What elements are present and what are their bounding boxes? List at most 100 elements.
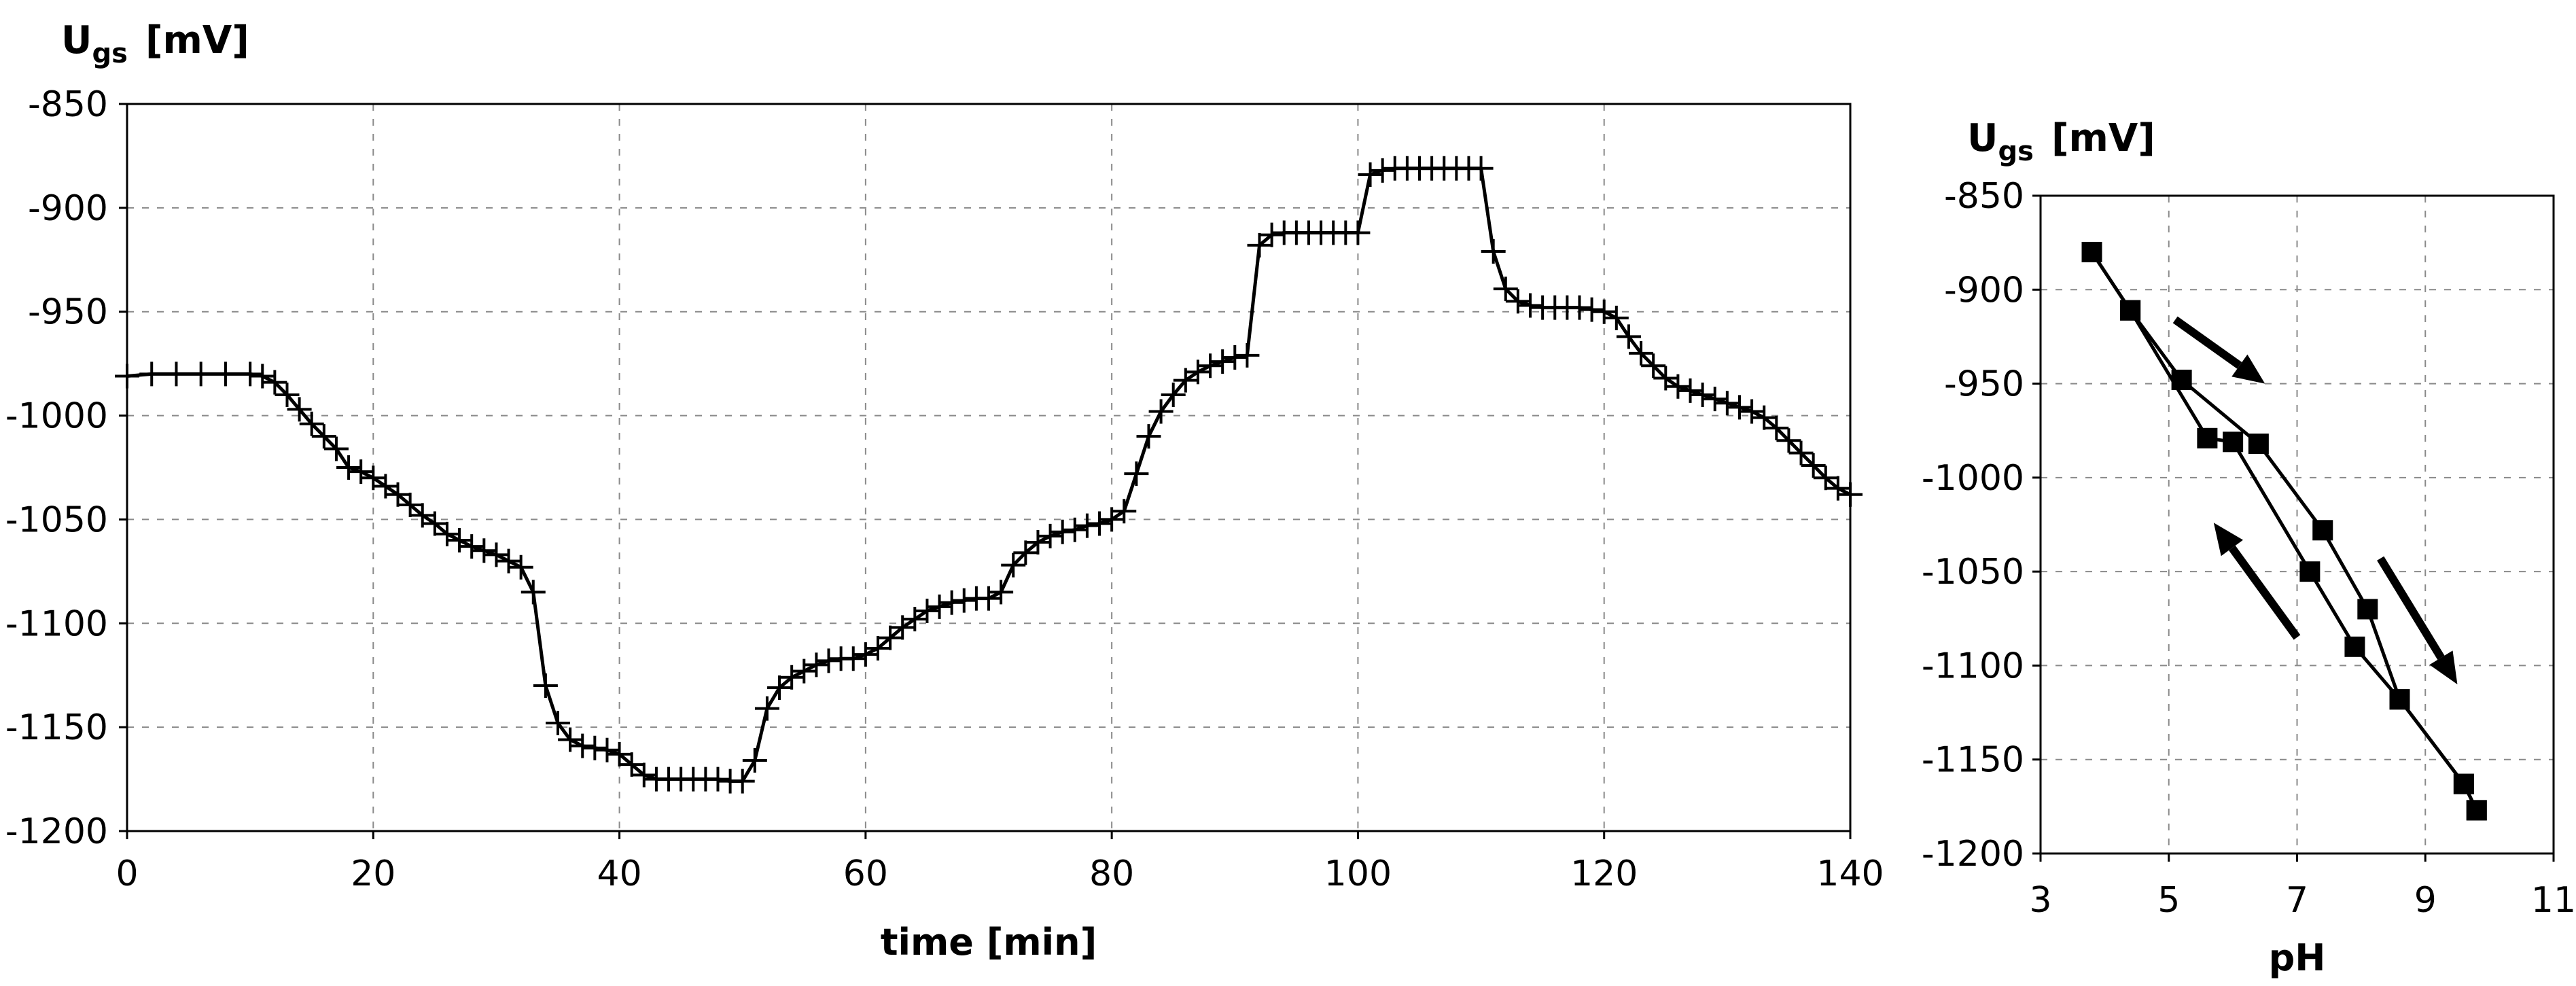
data-point-marker xyxy=(1210,349,1235,374)
data-point-marker xyxy=(447,528,472,552)
data-point-marker xyxy=(1468,156,1494,181)
y-tick-label: -1100 xyxy=(1922,646,2024,686)
data-point-marker xyxy=(1259,222,1284,247)
direction-arrow-shaft xyxy=(2172,316,2242,369)
data-point-marker xyxy=(1801,453,1826,478)
data-point-marker xyxy=(1025,530,1051,555)
data-point-marker xyxy=(546,711,570,736)
data-point-marker xyxy=(2197,427,2218,448)
data-point-marker xyxy=(287,397,312,422)
data-point-marker xyxy=(262,370,287,395)
y-tick-label: -1150 xyxy=(5,707,108,748)
data-point-marker xyxy=(1013,540,1038,565)
data-point-marker xyxy=(607,741,632,767)
y-axis-title: Ugs [mV] xyxy=(1967,116,2155,167)
data-point-marker xyxy=(1740,399,1765,424)
data-point-marker xyxy=(902,607,928,632)
data-point-marker xyxy=(398,493,423,518)
x-axis-title: time [min] xyxy=(881,921,1097,964)
x-tick-label: 40 xyxy=(597,853,641,894)
data-point-marker xyxy=(1678,378,1703,403)
x-tick-label: 3 xyxy=(2029,880,2051,921)
data-point-marker xyxy=(1505,289,1530,314)
data-point-marker xyxy=(1148,399,1174,424)
data-point-marker xyxy=(275,383,300,407)
x-tick-label: 9 xyxy=(2414,880,2437,921)
y-tick-label: -1200 xyxy=(1922,834,2024,875)
data-point-marker xyxy=(890,615,915,640)
data-point-marker xyxy=(570,733,595,758)
data-point-marker xyxy=(2299,561,2321,582)
data-point-marker xyxy=(311,424,336,449)
x-tick-label: 5 xyxy=(2157,880,2180,921)
x-tick-label: 7 xyxy=(2286,880,2308,921)
x-tick-label: 0 xyxy=(116,853,138,894)
data-point-marker xyxy=(422,511,447,536)
data-point-marker xyxy=(139,362,164,387)
plot-frame xyxy=(126,103,1852,832)
data-point-marker xyxy=(238,362,263,387)
data-point-marker xyxy=(816,648,841,673)
direction-arrow-shaft xyxy=(2377,556,2445,660)
data-point-marker xyxy=(2344,636,2365,657)
y-tick-label: -1150 xyxy=(1922,740,2024,781)
x-axis-title: pH xyxy=(2269,936,2326,979)
data-point-marker xyxy=(385,482,410,507)
data-point-marker xyxy=(484,542,509,567)
y-tick-label: -1200 xyxy=(5,811,108,852)
data-point-marker xyxy=(1370,158,1395,183)
y-tick-label: -950 xyxy=(1944,364,2024,405)
data-point-marker xyxy=(1788,440,1814,465)
data-point-marker xyxy=(521,580,546,605)
y-tick-label: -850 xyxy=(1944,176,2024,217)
data-point-marker xyxy=(1604,305,1629,330)
y-tick-label: -900 xyxy=(1944,270,2024,311)
data-point-marker xyxy=(373,474,398,499)
ph-hysteresis-chart: 3 5 7 9 11 -850 -900 -950 -1000 -1050 -1100 -1150 -1… xyxy=(1922,116,2576,979)
direction-arrow-head xyxy=(2429,650,2458,685)
data-point-marker xyxy=(434,521,459,546)
data-point-marker xyxy=(472,538,497,563)
data-point-marker xyxy=(1038,523,1063,548)
data-point-marker xyxy=(2389,689,2410,710)
data-point-marker xyxy=(1714,391,1740,416)
data-point-marker xyxy=(1629,340,1654,366)
data-point-marker xyxy=(1838,482,1863,507)
data-point-marker xyxy=(459,534,484,559)
data-point-marker xyxy=(1616,324,1641,349)
data-point-marker xyxy=(841,646,866,671)
direction-arrow-head xyxy=(2231,354,2265,384)
data-point-marker xyxy=(2312,520,2333,541)
data-point-marker xyxy=(1653,366,1678,391)
data-point-marker xyxy=(1099,507,1125,532)
data-point-marker xyxy=(115,364,139,389)
data-point-marker xyxy=(2081,241,2102,262)
data-point-marker xyxy=(2120,300,2141,321)
data-point-marker xyxy=(989,580,1014,605)
data-point-marker xyxy=(1062,517,1087,542)
data-point-marker xyxy=(213,362,238,387)
data-point-marker xyxy=(1690,383,1715,407)
data-point-marker xyxy=(754,696,779,721)
data-point-marker xyxy=(496,548,521,574)
data-point-marker xyxy=(2453,773,2474,794)
data-point-marker xyxy=(1136,424,1161,449)
data-point-marker xyxy=(1185,359,1210,385)
data-point-marker xyxy=(631,762,656,788)
data-point-marker xyxy=(1050,519,1075,544)
direction-arrow-head xyxy=(2213,523,2244,557)
data-point-marker xyxy=(508,554,533,580)
data-point-marker xyxy=(1112,499,1137,524)
data-point-marker xyxy=(1087,511,1112,536)
data-point-marker xyxy=(705,767,730,792)
data-point-marker xyxy=(582,735,607,760)
x-tick-label: 60 xyxy=(843,853,888,894)
y-axis-title: Ugs [mV] xyxy=(61,18,249,69)
data-point-marker xyxy=(410,503,435,528)
data-point-marker xyxy=(927,594,952,619)
data-point-marker xyxy=(939,590,964,615)
data-point-marker xyxy=(2466,800,2487,821)
data-point-marker xyxy=(1752,405,1777,430)
y-tick-label: -900 xyxy=(28,188,108,229)
data-point-marker xyxy=(915,598,940,623)
